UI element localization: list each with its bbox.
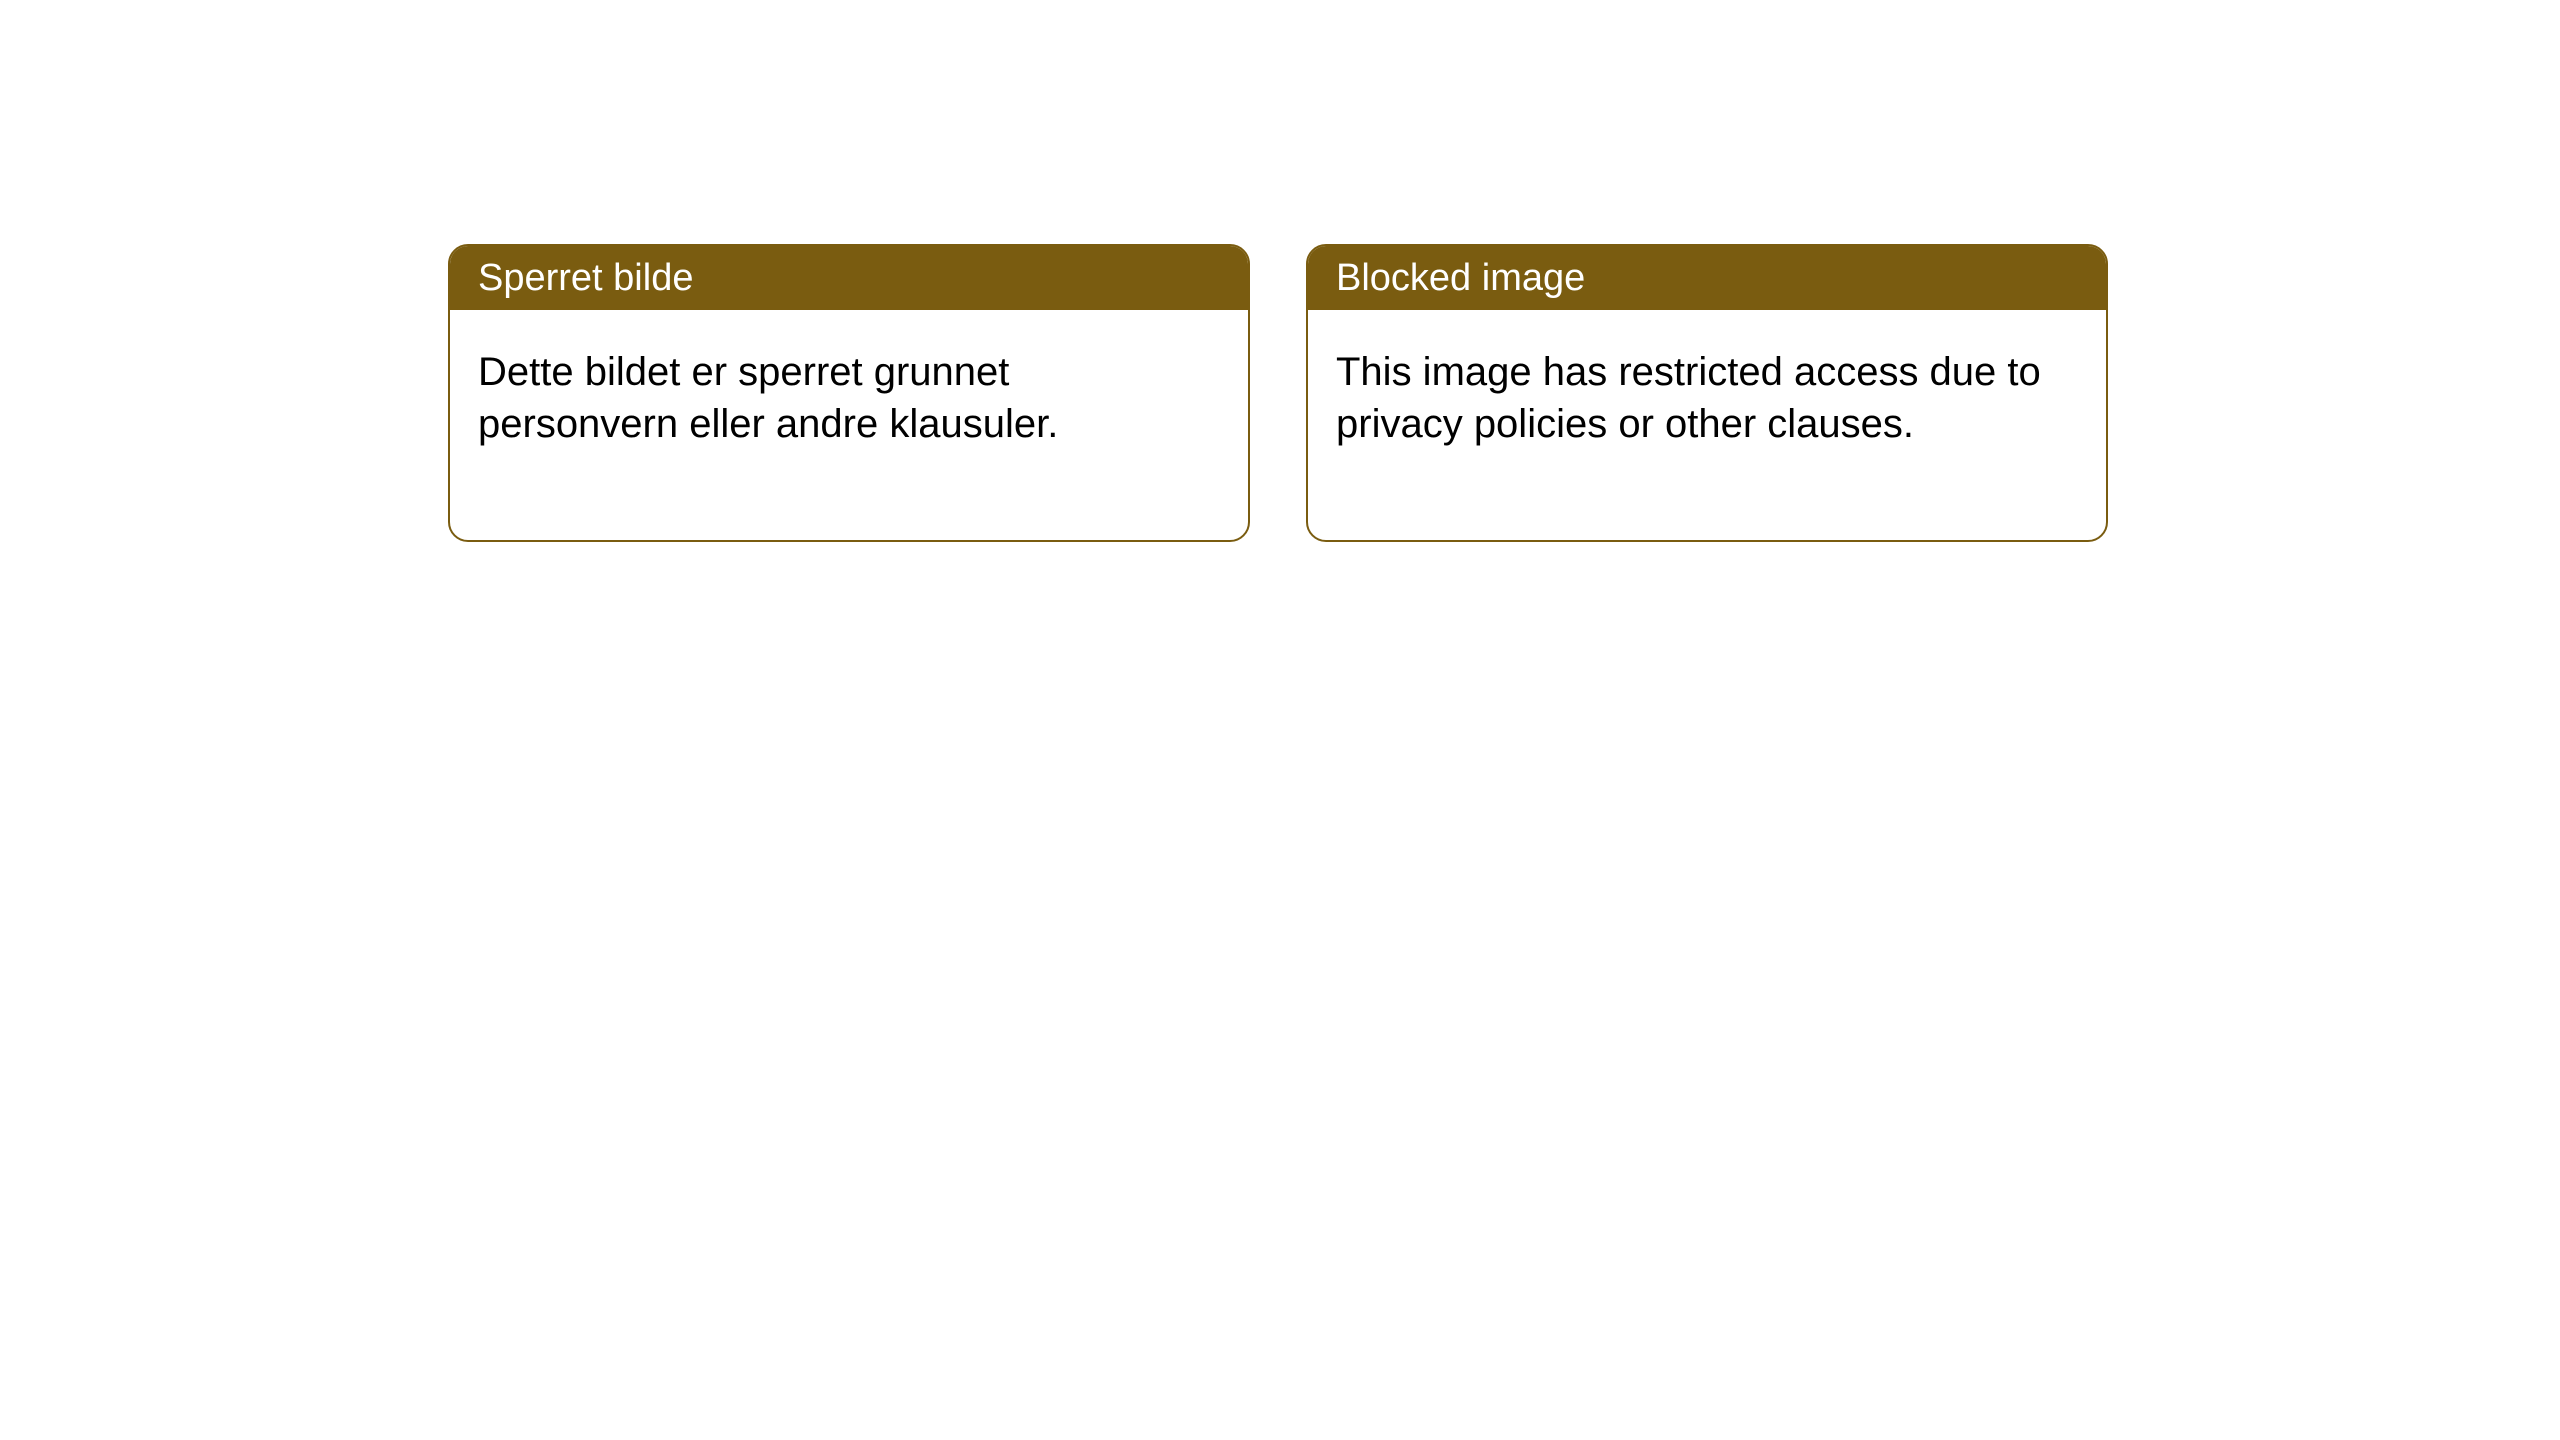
notice-card-header: Sperret bilde	[450, 246, 1248, 310]
notice-card-title: Blocked image	[1336, 257, 1585, 299]
notice-card-header: Blocked image	[1308, 246, 2106, 310]
notice-card-title: Sperret bilde	[478, 257, 693, 299]
notice-card-text: This image has restricted access due to …	[1336, 350, 2041, 446]
notice-card-body: This image has restricted access due to …	[1308, 310, 2106, 540]
notice-card-text: Dette bildet er sperret grunnet personve…	[478, 350, 1058, 446]
notice-card-en: Blocked image This image has restricted …	[1306, 244, 2108, 542]
notice-card-body: Dette bildet er sperret grunnet personve…	[450, 310, 1248, 540]
notice-card-row: Sperret bilde Dette bildet er sperret gr…	[448, 244, 2108, 542]
notice-card-no: Sperret bilde Dette bildet er sperret gr…	[448, 244, 1250, 542]
